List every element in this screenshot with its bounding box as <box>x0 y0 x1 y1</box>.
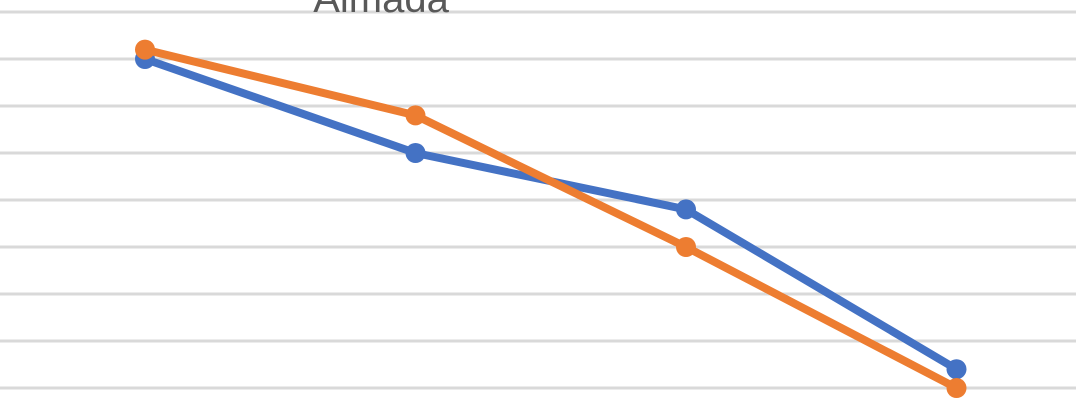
point-marker <box>946 359 967 380</box>
chart-title: Almada <box>313 0 449 21</box>
point-marker <box>676 199 696 220</box>
point-marker <box>946 378 967 398</box>
point-marker <box>135 39 155 60</box>
series-line <box>141 45 961 392</box>
point-marker <box>676 237 696 257</box>
point-marker <box>405 143 426 163</box>
plot <box>135 39 967 398</box>
grid <box>0 10 1076 390</box>
point-marker <box>405 105 426 126</box>
